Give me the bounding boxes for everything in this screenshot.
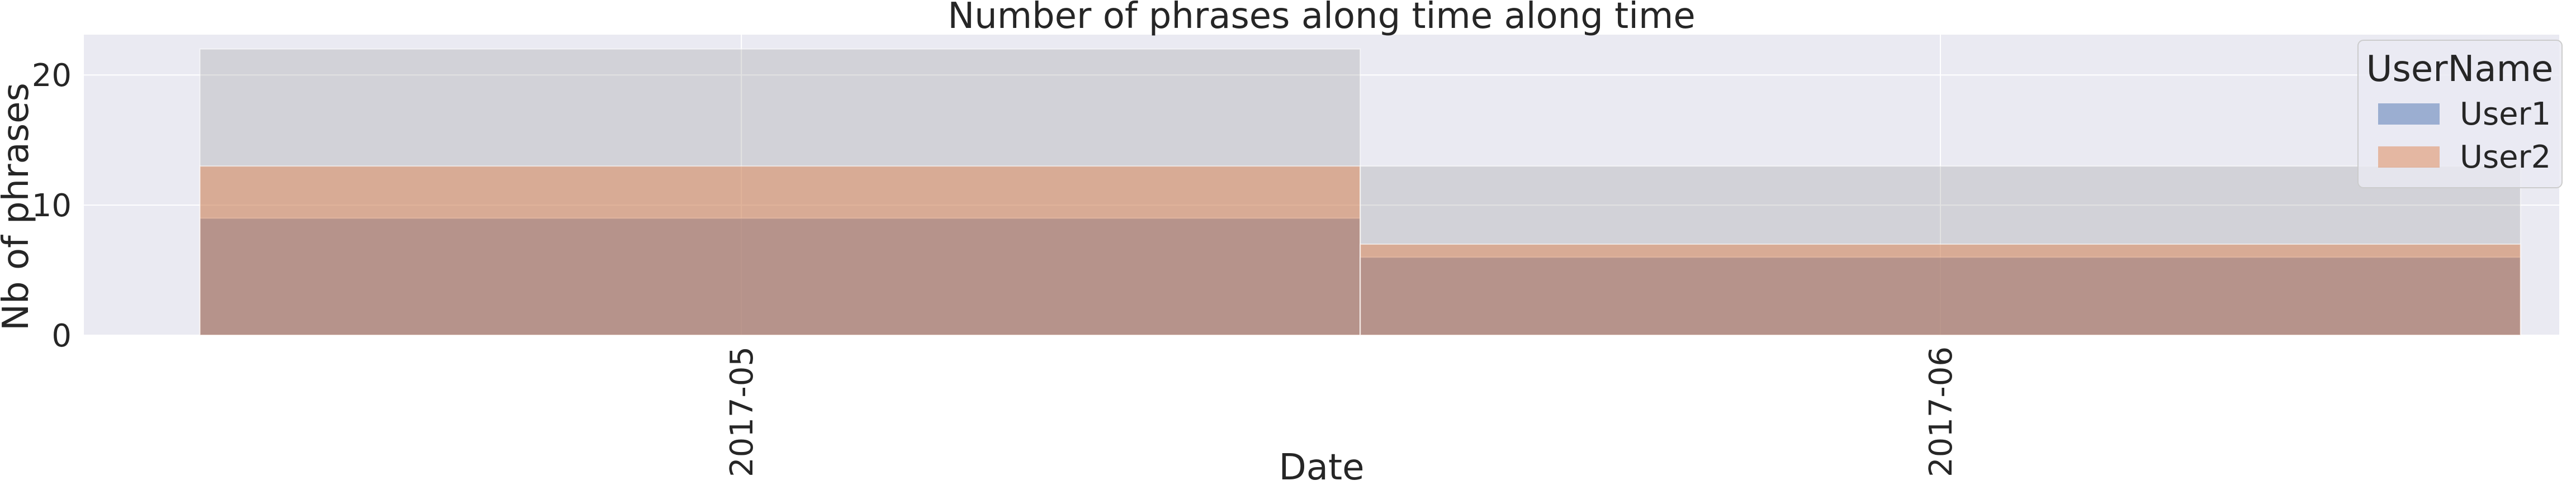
y-ticks: 0 10 20 [32, 58, 72, 354]
x-ticks: 2017-05 2017-06 [724, 346, 1959, 477]
bar-user2 [1360, 243, 2521, 336]
x-axis-label: Date [1279, 447, 1365, 488]
x-tick-label: 2017-06 [1923, 346, 1959, 477]
legend-swatch-user2 [2378, 146, 2440, 168]
legend: UserName User1 User2 [2357, 40, 2563, 188]
x-tick-label: 2017-05 [724, 346, 760, 477]
y-tick-label: 20 [32, 58, 72, 94]
bars [199, 48, 2521, 336]
bar-user2 [199, 165, 1361, 336]
legend-label-user2: User2 [2460, 139, 2551, 175]
y-axis-label: Nb of phrases [0, 83, 37, 331]
legend-title: UserName [2366, 49, 2554, 90]
chart-title: Number of phrases along time along time [948, 0, 1696, 37]
legend-label-user1: User1 [2460, 96, 2551, 132]
y-tick-label: 0 [51, 318, 72, 354]
y-tick-label: 10 [32, 188, 72, 224]
legend-swatch-user1 [2378, 103, 2440, 125]
